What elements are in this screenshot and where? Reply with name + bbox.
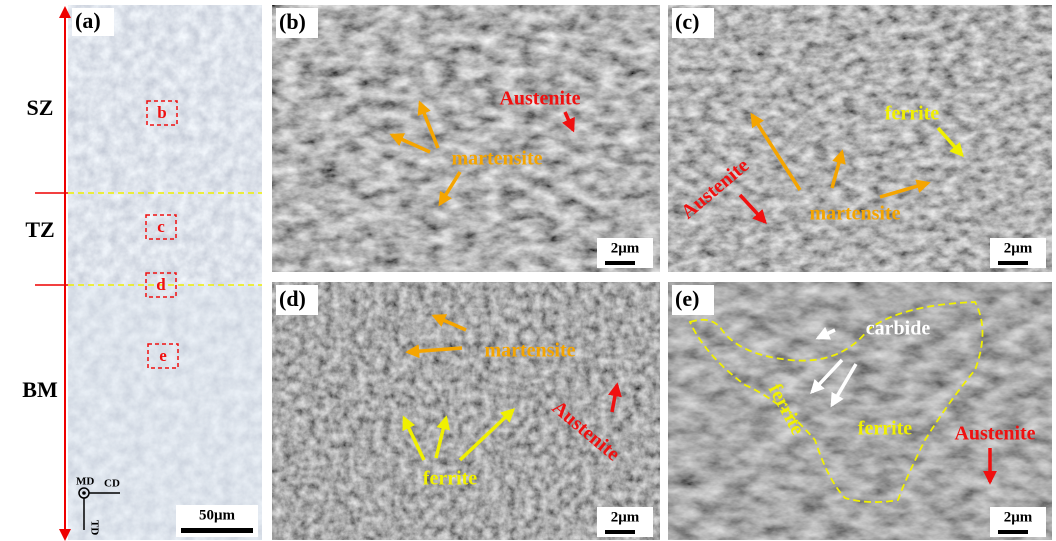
scale-label: 2μm (1004, 240, 1033, 256)
panel-label: (d) (279, 286, 306, 311)
annotation: carbide (866, 318, 931, 340)
scale-bar (998, 261, 1028, 265)
zone-label: SZ (27, 95, 54, 120)
scale-bar (998, 530, 1028, 534)
panel-c: (c) ferrite Austenite martensite 2μm (668, 5, 1052, 272)
zone-label: TZ (25, 217, 54, 242)
region-label: e (159, 346, 167, 365)
scale-bar (605, 261, 635, 265)
scale-label: 2μm (1004, 509, 1033, 525)
panel-label: (a) (75, 8, 101, 33)
micrograph (668, 282, 1052, 540)
panel-label: (c) (675, 9, 699, 34)
axis-label: CD (104, 478, 120, 490)
panel-b: (b) Austenite martensite 2μm (272, 5, 660, 272)
annotation: martensite (809, 203, 900, 225)
md-symbol (82, 491, 86, 495)
axis-label: TD (88, 520, 100, 535)
figure: SZ TZ BM (a) b c d e MD CD TD 50μm (b) A… (0, 0, 1056, 541)
scale-label: 2μm (611, 509, 640, 525)
annotation: Austenite (499, 88, 580, 110)
scale-bar (605, 530, 635, 534)
micrograph (668, 5, 1052, 272)
zone-label: BM (22, 377, 58, 402)
region-label: d (156, 275, 166, 294)
annotation: ferrite (885, 103, 940, 125)
region-label: b (157, 103, 166, 122)
panel-e: (e) carbide ferrite ferrite Austenite 2μ… (668, 282, 1052, 540)
scale-label: 50μm (199, 507, 236, 523)
axis-label: MD (76, 476, 94, 488)
annotation: ferrite (858, 418, 913, 440)
scale-bar (181, 528, 253, 533)
panel-label: (e) (675, 286, 699, 311)
micrograph (272, 5, 660, 272)
annotation: martensite (484, 340, 575, 362)
scale-label: 2μm (611, 240, 640, 256)
annotation: martensite (451, 148, 542, 170)
annotation: ferrite (423, 468, 478, 490)
panel-a: SZ TZ BM (a) b c d e MD CD TD 50μm (22, 5, 262, 540)
region-label: c (157, 217, 165, 236)
panel-d: (d) martensite ferrite Austenite 2μm (272, 282, 660, 540)
annotation: Austenite (954, 423, 1035, 445)
micrograph (272, 282, 660, 540)
panel-label: (b) (279, 9, 306, 34)
bm-tint (68, 285, 262, 540)
